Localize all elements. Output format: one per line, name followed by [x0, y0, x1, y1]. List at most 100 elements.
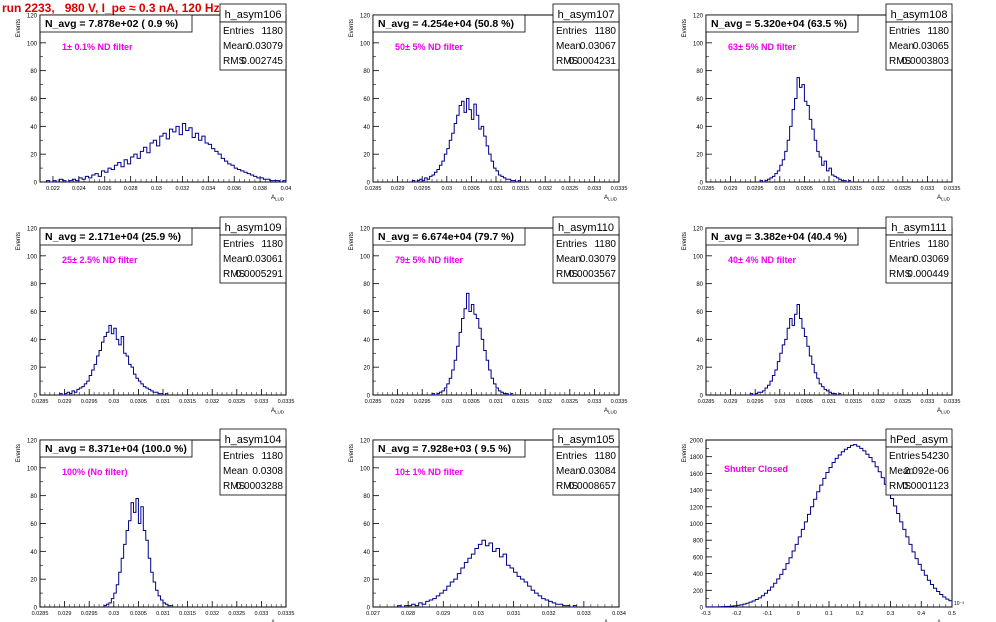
x-axis-label: ALUD [271, 195, 285, 202]
y-tick-label: 120 [360, 439, 371, 445]
x-tick-label: 0.0285 [32, 611, 49, 617]
y-axis-label: Events [349, 444, 355, 462]
x-tick-label: 0.03 [441, 186, 452, 192]
x-tick-label: 0.0285 [698, 399, 715, 405]
stats-mean-value: 0.03069 [913, 254, 950, 265]
x-tick-label: 0.032 [871, 399, 885, 405]
y-tick-label: 20 [696, 366, 703, 372]
x-tick-label: 0.033 [588, 399, 602, 405]
x-tick-label: 0.024 [72, 186, 86, 192]
y-tick-label: 80 [363, 69, 370, 75]
filter-annotation: 50± 5% ND filter [395, 42, 463, 52]
y-tick-label: 2000 [690, 439, 704, 445]
x-tick-label: 0.0285 [32, 399, 49, 405]
x-tick-label: 0.1 [825, 611, 833, 617]
y-tick-label: 120 [360, 14, 371, 20]
x-tick-label: 0.031 [489, 186, 503, 192]
x-tick-label: 0.0285 [365, 399, 382, 405]
panel-title: N_avg = 7.928e+03 ( 9.5 %) [378, 443, 511, 455]
x-axis-label: ALUD [937, 408, 951, 415]
y-tick-label: 200 [693, 589, 704, 595]
x-tick-label: 0.033 [921, 186, 935, 192]
x-tick-label: 0.0305 [463, 186, 480, 192]
stats-rms-value: 0.0008657 [569, 481, 617, 492]
y-tick-label: 400 [693, 572, 704, 578]
filter-annotation: 25± 2.5% ND filter [62, 255, 138, 265]
x-tick-label: 0.033 [921, 399, 935, 405]
x-tick-label: 0.032 [205, 611, 219, 617]
stats-box [552, 234, 620, 284]
y-tick-label: 60 [696, 97, 703, 103]
stats-label: RMS [556, 481, 579, 492]
x-tick-label: 0.0335 [944, 399, 961, 405]
x-tick-label: 0.0325 [228, 399, 245, 405]
y-tick-label: 100 [693, 41, 704, 47]
y-tick-label: 60 [363, 310, 370, 316]
stats-label: Mean [223, 41, 248, 52]
x-tick-label: 0.032 [538, 186, 552, 192]
x-tick-label: 0.0285 [698, 186, 715, 192]
histogram-h_asym106 [45, 123, 287, 183]
filter-annotation: 10± 1% ND filter [395, 467, 463, 477]
x-tick-label: 0.03 [774, 399, 785, 405]
x-tick-label: 0.03 [473, 611, 484, 617]
x-tick-label: 0.033 [588, 186, 602, 192]
x-tick-label: 0.0335 [278, 399, 295, 405]
stats-label: Entries [889, 451, 920, 462]
stats-label: Entries [223, 239, 254, 250]
histogram-panel-h_asym104: 0 20 40 60 80 100 120 Events 0.0285 0.029 0.0295 0.… [16, 428, 294, 622]
title-box [39, 14, 193, 33]
stats-label: RMS [556, 56, 579, 67]
y-axis-label: Events [16, 19, 22, 37]
y-tick-label: 100 [360, 254, 371, 260]
y-tick-label: 40 [363, 338, 370, 344]
stats-mean-value: 0.03084 [580, 466, 617, 477]
stats-label: Mean [556, 41, 581, 52]
stats-mean-value: 0.03067 [580, 41, 617, 52]
stats-label: RMS [223, 481, 246, 492]
filter-annotation: 100% (No filter) [62, 467, 128, 477]
stats-box [552, 446, 620, 496]
y-tick-label: 1000 [690, 522, 704, 528]
x-tick-label: 0.031 [156, 611, 170, 617]
y-tick-label: 800 [693, 539, 704, 545]
y-tick-label: 0 [700, 394, 704, 400]
x-tick-label: 0.0325 [561, 186, 578, 192]
histogram-h_asym110 [431, 292, 514, 396]
x-tick-label: 0.03 [108, 399, 119, 405]
y-tick-label: 1800 [690, 455, 704, 461]
stats-box [219, 21, 287, 71]
y-tick-label: 20 [363, 153, 370, 159]
y-tick-label: 20 [696, 153, 703, 159]
y-axis-label: Events [16, 232, 22, 250]
x-tick-label: 0.0305 [796, 186, 813, 192]
x-tick-label: 0.031 [156, 399, 170, 405]
stats-label: RMS [223, 56, 246, 67]
x-tick-label: 0.036 [227, 186, 241, 192]
y-tick-label: 20 [363, 578, 370, 584]
x-tick-label: 0.031 [507, 611, 521, 617]
y-tick-label: 40 [30, 125, 37, 131]
y-tick-label: 100 [360, 41, 371, 47]
x-tick-label: 0.032 [176, 186, 190, 192]
histogram-name: hPed_asym [890, 434, 948, 446]
filter-annotation: 79± 5% ND filter [395, 255, 463, 265]
y-tick-label: 80 [363, 494, 370, 500]
y-tick-label: 120 [27, 439, 38, 445]
stats-entries-value: 1180 [261, 451, 283, 462]
x-tick-label: 0.03 [441, 399, 452, 405]
panel-title: N_avg = 7.878e+02 ( 0.9 %) [45, 18, 178, 30]
stats-mean-value: 2.092e-06 [904, 466, 949, 477]
panel-title: N_avg = 4.254e+04 (50.8 %) [378, 18, 514, 30]
y-tick-label: 0 [367, 394, 371, 400]
x-tick-label: 0.0325 [894, 186, 911, 192]
x-tick-label: 0.0295 [81, 399, 98, 405]
stats-rms-value: 0.0003803 [902, 56, 950, 67]
stats-label: Entries [556, 451, 587, 462]
x-axis-multiplier: 10⁻³ [954, 601, 964, 607]
x-tick-label: 0.0315 [179, 611, 196, 617]
stats-label: Entries [223, 26, 254, 37]
filter-annotation: 1± 0.1% ND filter [62, 42, 133, 52]
x-axis-label: ALUD [604, 195, 618, 202]
